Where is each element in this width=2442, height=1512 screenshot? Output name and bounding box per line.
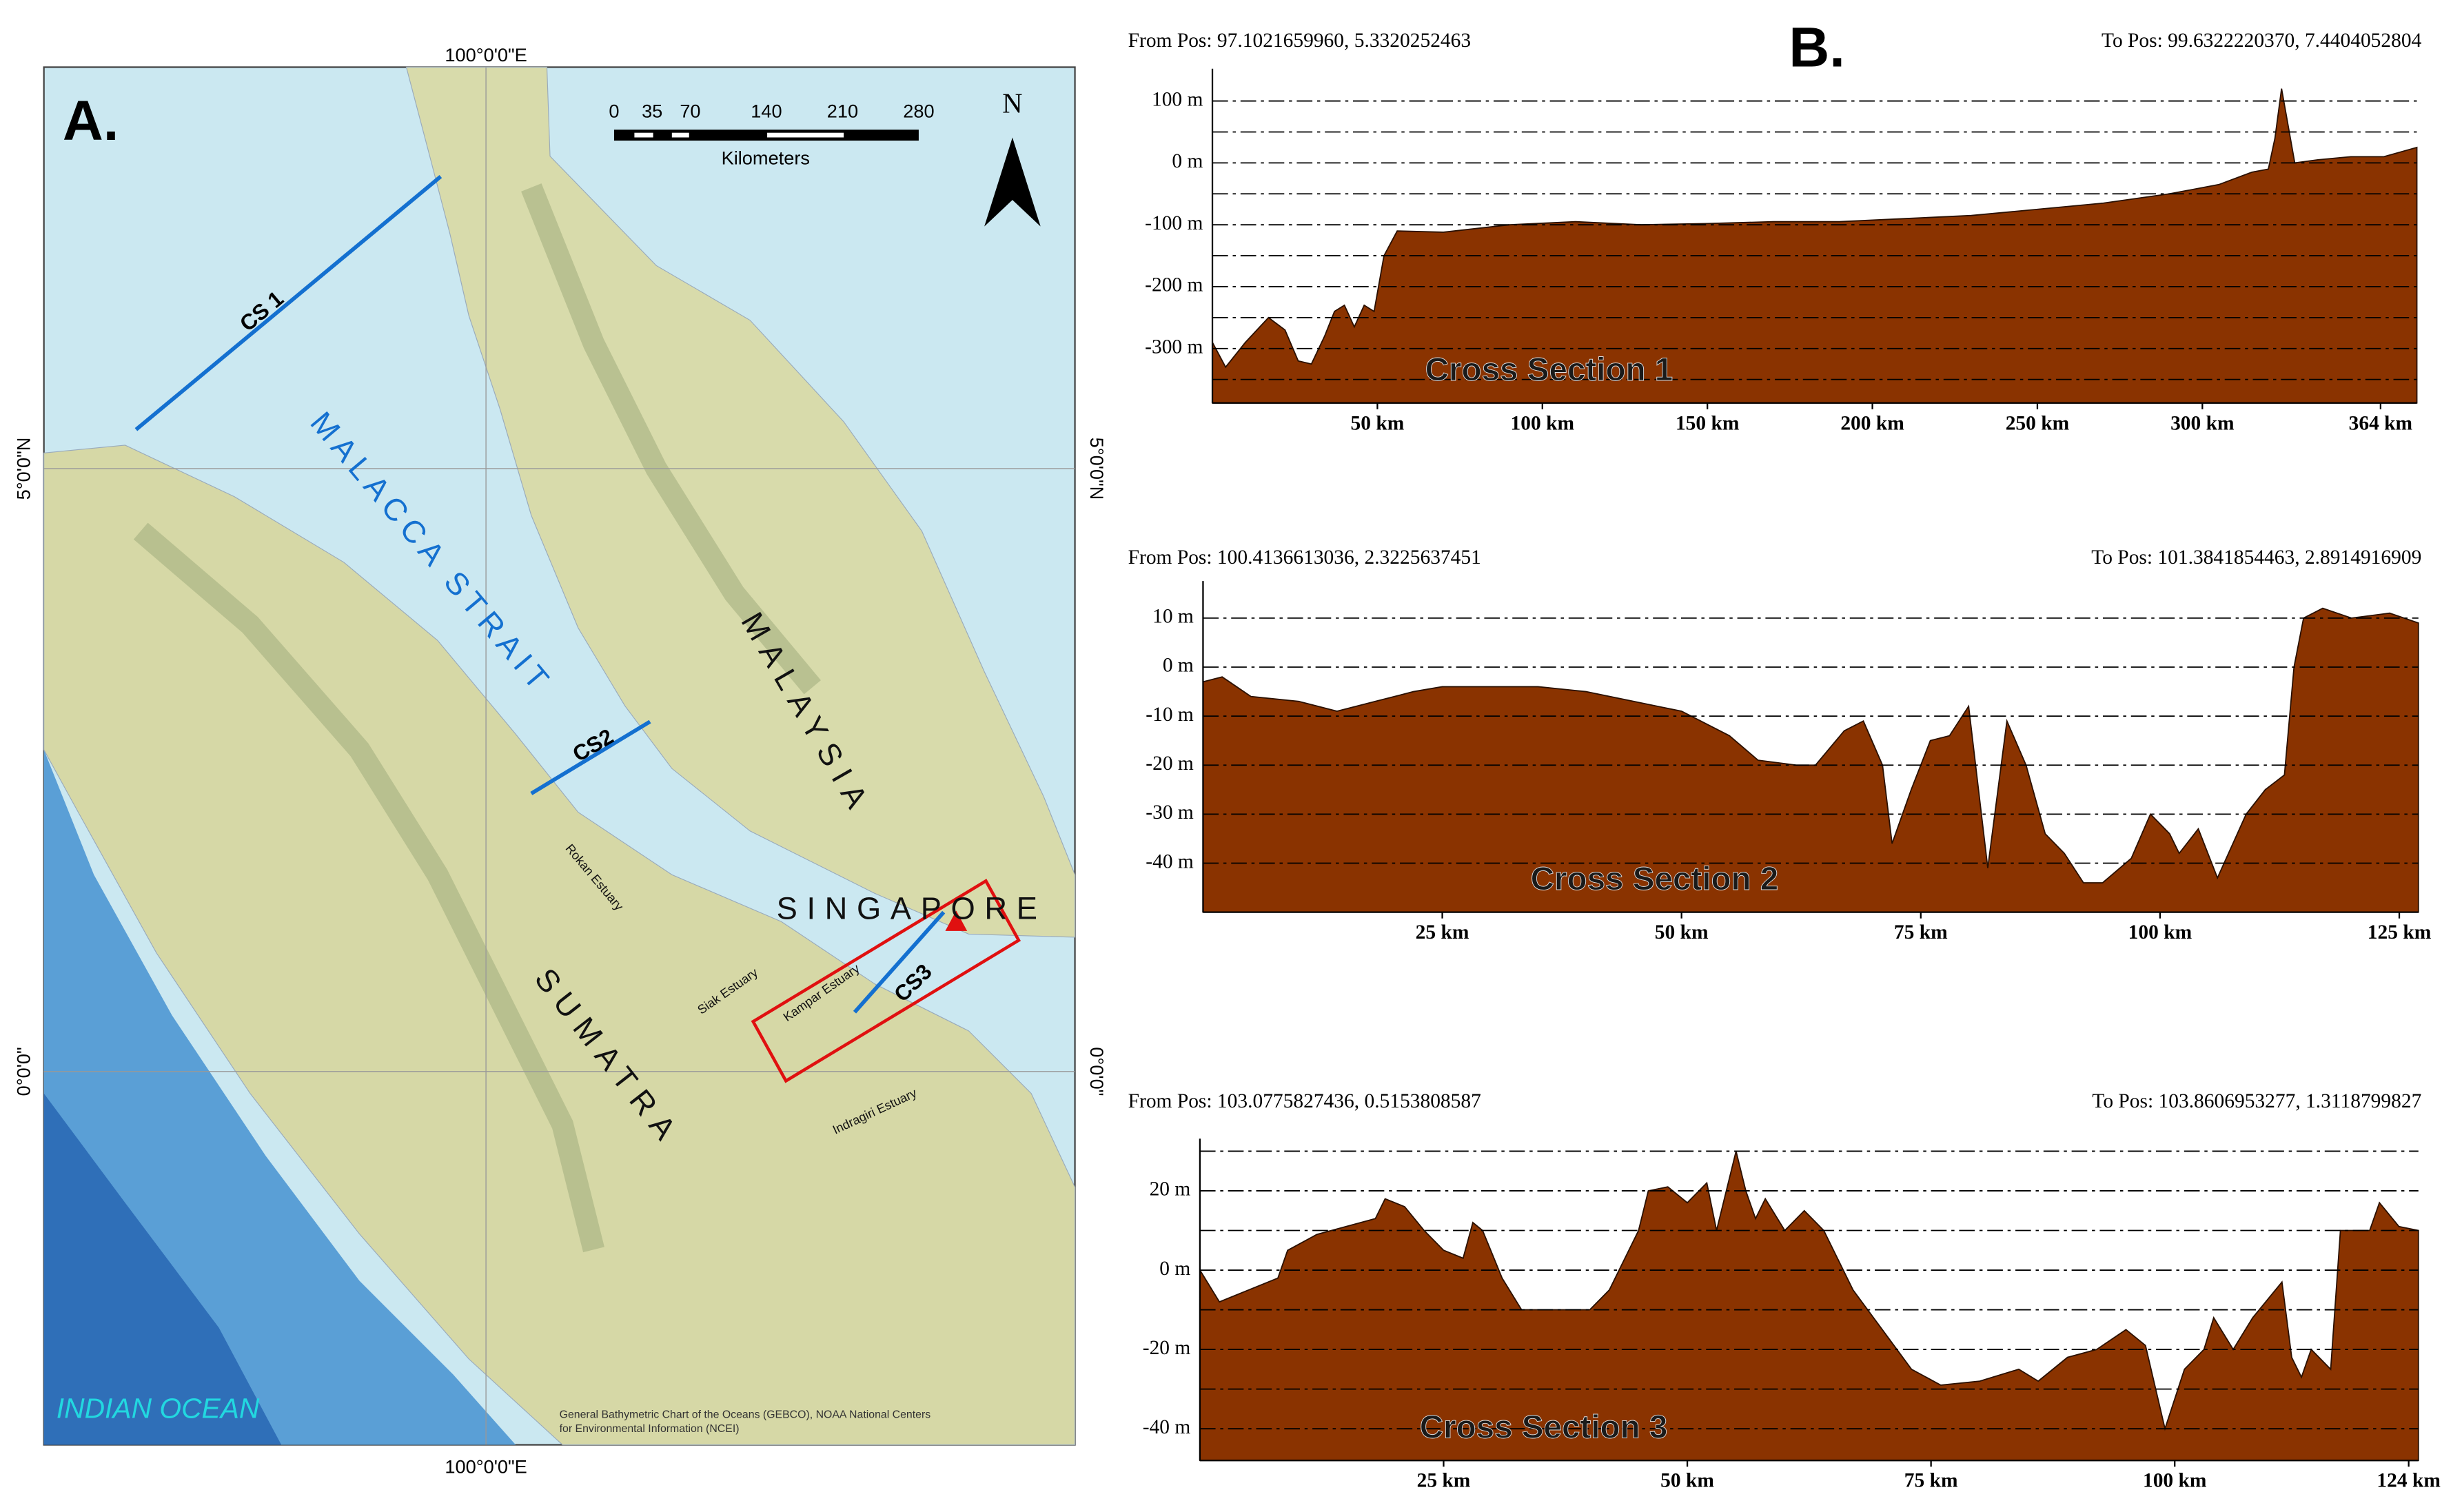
lat-label: 0°0'0" [13,1047,34,1096]
scale-tick-label: 0 [609,100,619,121]
x-tick-label: 75 km [1904,1470,1958,1492]
y-tick-label: 0 m [1172,150,1203,172]
profile-area [1202,607,2419,913]
scale-tick-label: 140 [751,100,782,121]
x-tick-label: 100 km [1511,412,1575,434]
x-tick-label: 100 km [2143,1470,2207,1492]
section-line [853,910,946,1014]
scale-tick-label: 35 [642,100,662,121]
x-tick-label: 124 km [2377,1470,2441,1492]
scale-bar [613,130,919,141]
y-tick-label: 100 m [1152,88,1203,110]
x-tick-label: 150 km [1676,412,1740,434]
y-tick-label: -200 m [1145,274,1203,296]
scale-tick-label: 280 [903,100,934,121]
lat-label: 5°0'0"N [1086,438,1108,500]
y-tick-label: -30 m [1146,801,1194,824]
y-tick-label: -40 m [1143,1416,1191,1438]
y-tick-label: -300 m [1145,336,1203,358]
x-tick-label: 364 km [2349,412,2413,434]
chart-title: Cross Section 1 [1425,351,1673,388]
x-tick-label: 50 km [1655,921,1709,943]
y-tick-label: -20 m [1143,1337,1191,1359]
credit: for Environmental Information (NCEI) [560,1423,740,1435]
city-label: SINGAPORE [777,890,1047,926]
y-tick-label: 20 m [1150,1178,1191,1201]
profile-area [1199,1151,2419,1462]
lon-label: 100°0'0"E [445,1456,527,1478]
chart-title: Cross Section 3 [1420,1409,1668,1445]
north-arrow [984,137,1041,227]
scale-tick-label: 210 [827,100,858,121]
x-tick-label: 300 km [2170,412,2235,434]
panel-label: B. [1789,16,1845,79]
profile-area [1212,88,2418,404]
y-tick-label: -20 m [1146,753,1194,775]
singapore-marker [945,910,968,931]
scale-bar-segment [613,130,919,141]
from-position: From Pos: 100.4136613036, 2.3225637451 [1128,546,1481,569]
lon-label: 100°0'0"E [445,44,527,65]
mountains-sumatra [133,522,604,1253]
panel-label: A. [63,90,119,152]
to-position: To Pos: 99.6322220370, 7.4404052804 [2102,30,2422,52]
y-tick-label: 0 m [1163,655,1194,677]
y-tick-label: -10 m [1146,704,1194,726]
from-position: From Pos: 97.1021659960, 5.3320252463 [1128,30,1471,52]
x-tick-label: 200 km [1840,412,1904,434]
x-tick-label: 50 km [1660,1470,1714,1492]
north-label: N [1002,88,1022,119]
trench [43,1093,282,1445]
x-tick-label: 100 km [2128,921,2192,943]
credit: General Bathymetric Chart of the Oceans … [560,1409,931,1421]
to-position: To Pos: 103.8606953277, 1.3118799827 [2092,1090,2421,1112]
chart-title: Cross Section 2 [1531,861,1779,897]
x-tick-label: 250 km [2006,412,2070,434]
ocean-label: INDIAN OCEAN [57,1392,260,1424]
y-tick-label: -40 m [1146,850,1194,872]
lat-label: 0°0'0" [1086,1047,1108,1096]
scale-unit: Kilometers [722,147,810,168]
scale-bar-segment [634,132,653,138]
scale-bar-segment [671,132,689,138]
x-tick-label: 25 km [1417,1470,1471,1492]
lat-label: 5°0'0"N [13,438,34,500]
scale-bar-segment [767,132,844,138]
to-position: To Pos: 101.3841854463, 2.8914916909 [2091,546,2421,569]
y-tick-label: 0 m [1159,1258,1190,1280]
y-tick-label: 10 m [1152,606,1194,628]
section-line [530,719,651,795]
scale-tick-label: 70 [680,100,700,121]
map-panel: 0 35 70 140 210 280 Kilometers N A. 100°0'0"E… [13,44,1108,1478]
y-tick-label: -100 m [1145,212,1203,234]
x-tick-label: 50 km [1351,412,1405,434]
x-tick-label: 75 km [1894,921,1948,943]
x-tick-label: 25 km [1416,921,1469,943]
study-area-box [751,879,1021,1083]
section-line [134,174,442,431]
from-position: From Pos: 103.0775827436, 0.5153808587 [1128,1090,1481,1112]
x-tick-label: 125 km [2368,921,2432,943]
scale-labels: 0 35 70 140 210 280 [609,100,934,121]
